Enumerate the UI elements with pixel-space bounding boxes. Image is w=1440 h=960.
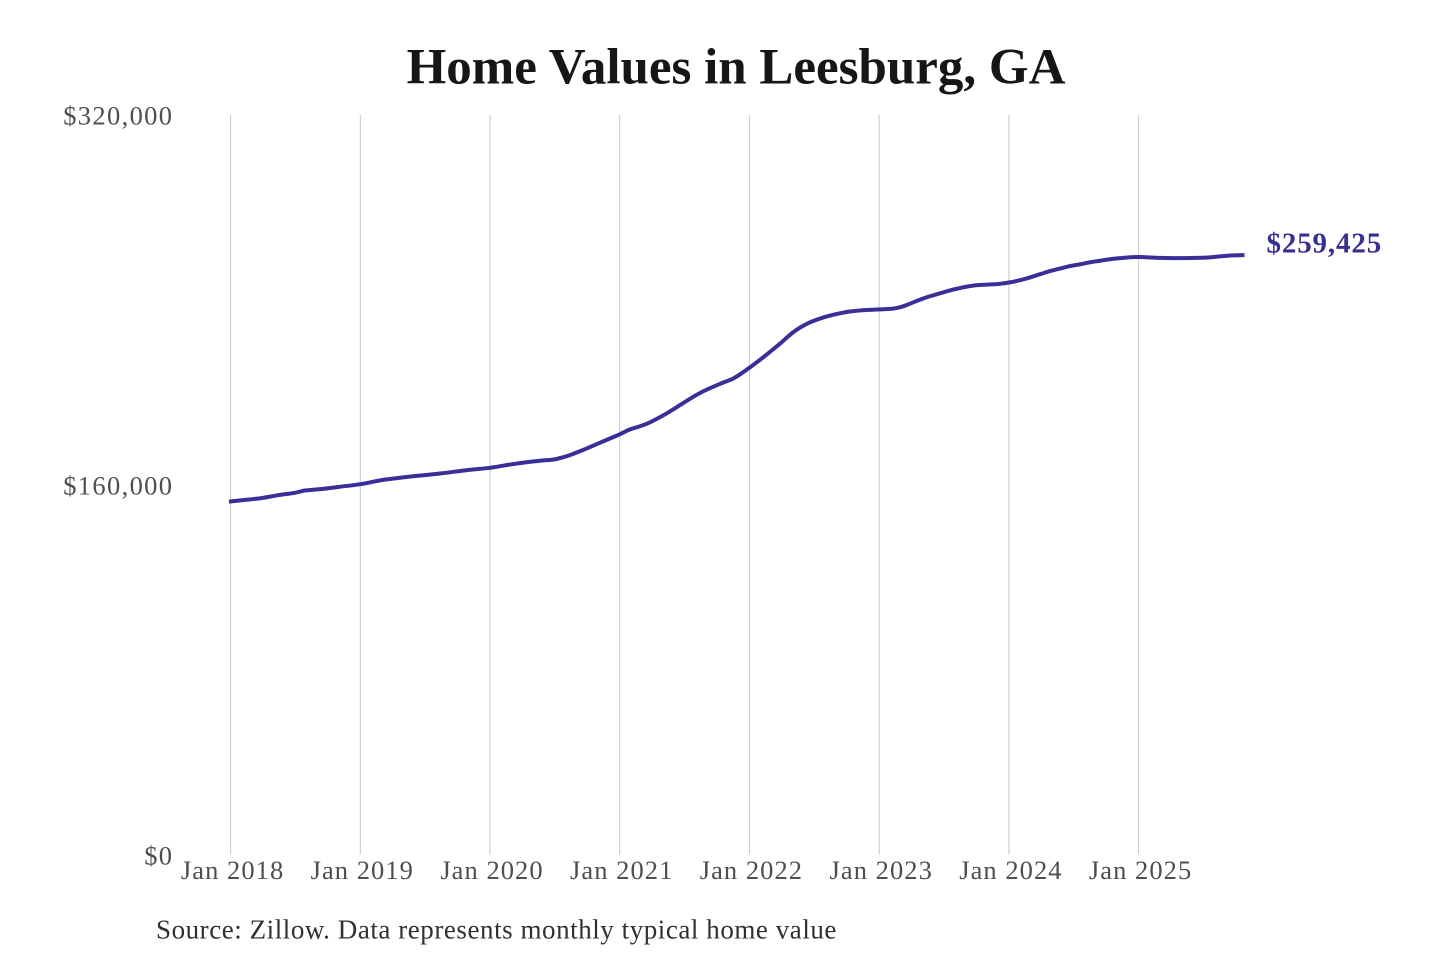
svg-text:Jan 2021: Jan 2021 [570, 855, 673, 885]
svg-text:$160,000: $160,000 [63, 470, 173, 500]
svg-text:Jan 2019: Jan 2019 [311, 855, 414, 885]
svg-text:$259,425: $259,425 [1267, 227, 1383, 259]
svg-text:$320,000: $320,000 [63, 100, 173, 130]
svg-text:Jan 2022: Jan 2022 [700, 855, 803, 885]
svg-text:Jan 2023: Jan 2023 [830, 855, 933, 885]
svg-text:Jan 2020: Jan 2020 [440, 855, 543, 885]
svg-text:Source: Zillow. Data represent: Source: Zillow. Data represents monthly … [156, 915, 837, 945]
svg-text:Jan 2024: Jan 2024 [959, 855, 1062, 885]
svg-text:Jan 2018: Jan 2018 [181, 855, 284, 885]
svg-text:Home Values in Leesburg, GA: Home Values in Leesburg, GA [407, 39, 1066, 95]
svg-text:Jan 2025: Jan 2025 [1089, 855, 1192, 885]
svg-text:$0: $0 [144, 840, 173, 870]
